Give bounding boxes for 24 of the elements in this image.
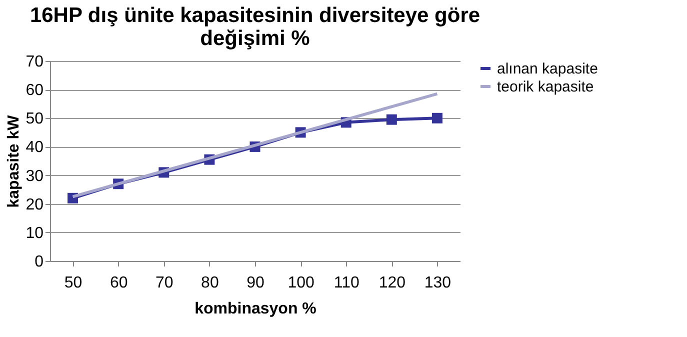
x-axis-title: kombinasyon %: [194, 300, 316, 318]
y-axis-title: kapasite kW: [6, 114, 23, 208]
x-tick-label: 90: [246, 274, 264, 292]
x-tick-label: 70: [155, 274, 174, 292]
x-tick-label: 60: [110, 274, 128, 292]
y-tick-label: 70: [26, 54, 44, 70]
point: [386, 114, 397, 125]
x-tick-label: 50: [64, 274, 82, 292]
y-tick-label: 0: [34, 254, 44, 270]
x-tick-label: 100: [288, 274, 314, 292]
y-tick-label: 10: [26, 224, 44, 242]
y-tick-label: 50: [26, 110, 44, 128]
x-tick-label: 130: [424, 274, 452, 292]
y-tick-label: 20: [26, 196, 44, 214]
x-tick-label: 110: [334, 274, 360, 292]
x-tick-label: 120: [378, 274, 406, 292]
y-tick-label: 30: [26, 168, 44, 185]
point: [432, 112, 442, 124]
chart-title: 16HP dış ünite kapasitesinin diversiteye göre değişimi %: [30, 4, 480, 50]
y-tick-label: 40: [26, 139, 44, 156]
legend-label: alınan kapasite: [497, 60, 598, 78]
legend-label: teorik kapasite: [497, 78, 594, 96]
y-tick-label: 60: [26, 82, 44, 100]
x-tick-label: 80: [201, 274, 219, 292]
